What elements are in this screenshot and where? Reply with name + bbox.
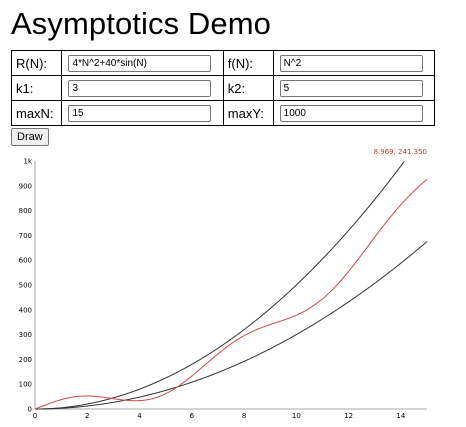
y-tick-label: 400 [19, 306, 32, 314]
y-tick-label: 300 [19, 331, 32, 339]
k2-label: k2: [222, 75, 274, 101]
k2-input[interactable] [279, 80, 423, 97]
x-tick-label: 6 [190, 412, 195, 420]
upper-bound-curve [35, 161, 405, 410]
k1-input[interactable] [68, 80, 212, 97]
y-tick-label: 200 [19, 356, 32, 364]
curves [34, 161, 428, 410]
maxn-input[interactable] [68, 105, 212, 122]
y-tick-label: 800 [19, 207, 32, 215]
axes: 0 2 4 6 8 10 12 14 0 100 200 300 400 500 600 700 800 900 1… [19, 158, 427, 420]
r-input[interactable] [68, 55, 212, 72]
y-tick-label: 0 [28, 406, 32, 414]
r-curve [34, 178, 428, 410]
x-tick-label: 10 [292, 412, 301, 420]
x-tick-label: 12 [344, 412, 353, 420]
maxn-label: maxN: [10, 100, 63, 126]
plot-canvas[interactable]: 0 2 4 6 8 10 12 14 0 100 200 300 400 500 600 700 800 900 1… [0, 148, 466, 427]
x-tick-label: 8 [242, 412, 246, 420]
y-tick-label: 700 [19, 232, 32, 240]
y-tick-label: 900 [19, 182, 32, 190]
y-tick-label: 1k [23, 158, 32, 166]
x-tick-label: 0 [33, 412, 37, 420]
y-tick-label: 100 [19, 381, 32, 389]
y-tick-label: 600 [19, 257, 32, 265]
parameter-table: R(N): f(N): k1: k2: maxN: maxY: [10, 50, 436, 126]
x-tick-label: 14 [396, 412, 405, 420]
page-title: Asymptotics Demo [11, 6, 271, 41]
maxy-label: maxY: [222, 100, 274, 126]
lower-bound-curve [35, 241, 428, 410]
draw-button[interactable]: Draw [11, 128, 49, 146]
r-label: R(N): [10, 50, 63, 76]
f-label: f(N): [222, 50, 274, 76]
x-tick-label: 2 [85, 412, 89, 420]
y-tick-label: 500 [19, 282, 32, 290]
k1-label: k1: [10, 75, 63, 101]
cursor-readout: 8.969, 241.350 [374, 148, 427, 156]
maxy-input[interactable] [279, 105, 423, 122]
x-tick-label: 4 [137, 412, 142, 420]
f-input[interactable] [279, 55, 423, 72]
